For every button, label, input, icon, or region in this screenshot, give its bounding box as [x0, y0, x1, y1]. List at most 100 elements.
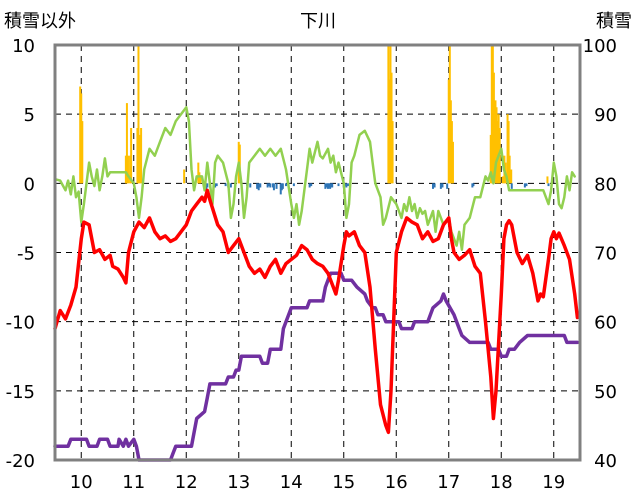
precip-bar — [501, 176, 504, 184]
precip-bar — [126, 155, 129, 184]
precip-bar — [285, 183, 287, 187]
x-tick-label: 18 — [490, 472, 513, 493]
precip-bar — [249, 183, 252, 188]
precip-bar — [214, 183, 217, 188]
precip-bar — [389, 45, 392, 184]
x-tick-label: 15 — [332, 472, 355, 493]
right-tick-label: 50 — [594, 382, 617, 403]
precip-bar — [344, 183, 347, 187]
precip-bar — [471, 183, 474, 188]
precip-bar — [256, 183, 259, 189]
precip-bar — [206, 183, 209, 188]
precip-bar — [224, 183, 227, 187]
precip-bar — [433, 183, 436, 188]
series-line-snow-depth — [53, 271, 580, 462]
precip-bar — [510, 169, 513, 184]
precip-bar — [547, 183, 550, 187]
left-tick-label: -5 — [17, 244, 35, 265]
precip-bar — [125, 103, 128, 184]
precip-bar — [489, 134, 492, 184]
precip-bar — [450, 121, 453, 184]
precip-bar — [268, 183, 271, 187]
x-tick-label: 13 — [227, 472, 250, 493]
precip-bar — [449, 100, 452, 184]
precip-bar — [337, 183, 340, 187]
right-tick-label: 40 — [594, 451, 617, 472]
precip-bar — [329, 183, 332, 189]
left-tick-label: 10 — [12, 36, 35, 57]
precip-bar — [330, 183, 333, 188]
precip-bar — [391, 121, 394, 184]
precip-bar — [197, 162, 200, 184]
precip-bar — [451, 141, 454, 184]
precip-bar — [331, 183, 334, 188]
precip-bar — [205, 183, 208, 191]
precip-bar — [275, 183, 278, 189]
precip-bar — [198, 172, 201, 184]
precip-bar — [492, 72, 495, 184]
precip-bar — [448, 45, 451, 184]
precip-bar — [266, 183, 269, 188]
precip-bar — [272, 183, 275, 191]
precip-bar — [446, 183, 449, 189]
precip-bar — [346, 183, 349, 187]
x-tick-label: 17 — [437, 472, 460, 493]
precip-bar — [281, 183, 284, 189]
precip-bar — [271, 183, 274, 188]
x-tick-label: 14 — [280, 472, 303, 493]
right-tick-label: 90 — [594, 105, 617, 126]
precip-bar — [495, 107, 498, 184]
precip-bar — [508, 155, 511, 184]
right-tick-label: 70 — [594, 244, 617, 265]
precip-bar — [257, 183, 260, 191]
precip-bar — [269, 183, 272, 188]
precip-bar — [292, 183, 295, 187]
precip-bar — [327, 183, 329, 189]
precip-bar — [199, 176, 202, 184]
precip-bar — [140, 128, 143, 184]
precip-bar — [441, 183, 444, 188]
precip-bar — [124, 155, 127, 184]
series-line-sunshine — [53, 106, 576, 251]
x-tick-label: 16 — [385, 472, 408, 493]
precip-bar — [494, 100, 497, 184]
precip-bar — [130, 128, 133, 184]
precip-bar — [183, 169, 186, 184]
precip-bar — [259, 183, 262, 188]
precip-bar — [279, 183, 282, 195]
precip-bar — [79, 86, 82, 184]
precip-bar — [546, 176, 549, 184]
x-tick-label: 12 — [175, 472, 198, 493]
precip-bar — [387, 45, 390, 184]
precip-bar — [439, 183, 442, 189]
right-axis-label: 積雪 — [596, 11, 632, 32]
left-tick-label: -10 — [6, 313, 35, 334]
x-tick-label: 10 — [70, 472, 93, 493]
precip-bar — [497, 114, 500, 184]
precip-bar — [447, 79, 450, 184]
left-tick-label: 0 — [24, 174, 35, 195]
right-tick-label: 80 — [594, 174, 617, 195]
x-tick-label: 19 — [542, 472, 565, 493]
precip-bar — [345, 183, 348, 188]
precip-bar — [491, 45, 494, 184]
left-axis-label: 積雪以外 — [4, 11, 76, 32]
precip-bar — [496, 121, 499, 184]
precip-bar — [137, 45, 140, 184]
precip-bar — [138, 134, 141, 184]
left-tick-label: -20 — [6, 451, 35, 472]
precip-bar — [328, 183, 331, 188]
precip-bar — [432, 183, 434, 189]
precip-bar — [525, 183, 528, 187]
precip-bar — [388, 79, 391, 184]
precip-bar — [490, 45, 493, 184]
plot-frame — [53, 43, 582, 462]
precip-bar — [523, 183, 526, 188]
precip-bar — [325, 183, 328, 188]
precip-bar — [280, 183, 283, 191]
left-tick-label: -15 — [6, 382, 35, 403]
precip-bar — [324, 183, 327, 189]
